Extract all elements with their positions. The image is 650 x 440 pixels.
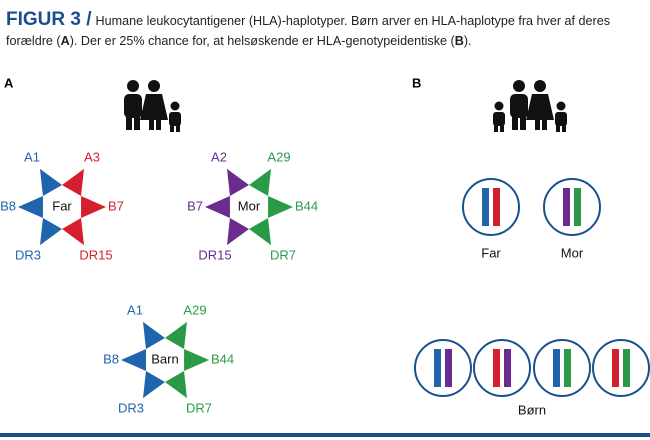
chromosome-pair <box>462 178 520 236</box>
allele-label: DR15 <box>198 247 231 262</box>
chromosome <box>564 349 571 387</box>
chromosome <box>434 349 441 387</box>
chromosome-pair <box>473 339 531 397</box>
allele-triangle <box>121 349 146 371</box>
header: FIGUR 3 /Humane leukocytantigener (HLA)-… <box>6 10 646 51</box>
chromosome <box>504 349 511 387</box>
chromosome-pair <box>533 339 591 397</box>
allele-label: A3 <box>84 149 100 164</box>
hexagram-center: Barn <box>151 351 178 366</box>
allele-triangle <box>227 218 249 246</box>
allele-triangle <box>249 218 271 246</box>
allele-label: B44 <box>211 351 234 366</box>
caption: ). <box>463 34 472 48</box>
parent-label: Mor <box>561 245 584 260</box>
chromosome <box>574 188 581 226</box>
allele-triangle <box>227 168 249 196</box>
allele-triangle <box>18 196 43 218</box>
chromosome <box>482 188 489 226</box>
chromosome <box>493 349 500 387</box>
parent-label: Far <box>481 245 501 260</box>
chromosome <box>623 349 630 387</box>
chromosome <box>612 349 619 387</box>
allele-label: DR7 <box>270 247 296 262</box>
caption: Humane leukocytantigener (HLA)-haplotype… <box>6 14 611 48</box>
family-icon <box>124 80 181 132</box>
allele-label: B7 <box>108 198 124 213</box>
caption: ). Der er 25% chance for, at helsøskende… <box>69 34 455 48</box>
bottom-rule <box>0 433 650 437</box>
allele-label: B7 <box>187 198 203 213</box>
chromosome-pair <box>592 339 650 397</box>
allele-triangle <box>249 168 271 196</box>
allele-label: DR15 <box>79 247 112 262</box>
panel-label: B <box>412 75 421 90</box>
allele-triangle <box>143 371 165 399</box>
allele-triangle <box>165 321 187 349</box>
chromosome <box>563 188 570 226</box>
allele-triangle <box>165 371 187 399</box>
hexagram-center: Mor <box>238 198 261 213</box>
allele-label: A1 <box>127 302 143 317</box>
allele-triangle <box>81 196 106 218</box>
allele-triangle <box>205 196 230 218</box>
allele-label: DR3 <box>118 400 144 415</box>
allele-triangle <box>62 218 84 246</box>
allele-triangle <box>62 168 84 196</box>
figure-label: FIGUR 3 / <box>6 9 92 30</box>
caption-ref: A <box>60 34 70 48</box>
allele-label: DR3 <box>15 247 41 262</box>
allele-triangle <box>143 321 165 349</box>
children-label: Børn <box>518 402 546 417</box>
allele-label: A29 <box>183 302 206 317</box>
hexagram-center: Far <box>52 198 72 213</box>
allele-label: A1 <box>24 149 40 164</box>
chromosome <box>445 349 452 387</box>
allele-label: A2 <box>211 149 227 164</box>
allele-triangle <box>268 196 293 218</box>
panel-label: A <box>4 75 14 90</box>
family-icon <box>493 80 567 132</box>
allele-label: DR7 <box>186 400 212 415</box>
allele-label: B8 <box>103 351 119 366</box>
chromosome <box>493 188 500 226</box>
allele-triangle <box>184 349 209 371</box>
allele-label: B44 <box>295 198 318 213</box>
chromosome-pair <box>543 178 601 236</box>
chromosome-pair <box>414 339 472 397</box>
caption-ref: B <box>454 34 464 48</box>
allele-triangle <box>40 218 62 246</box>
allele-label: B8 <box>0 198 16 213</box>
allele-label: A29 <box>267 149 290 164</box>
allele-triangle <box>40 168 62 196</box>
chromosome <box>553 349 560 387</box>
